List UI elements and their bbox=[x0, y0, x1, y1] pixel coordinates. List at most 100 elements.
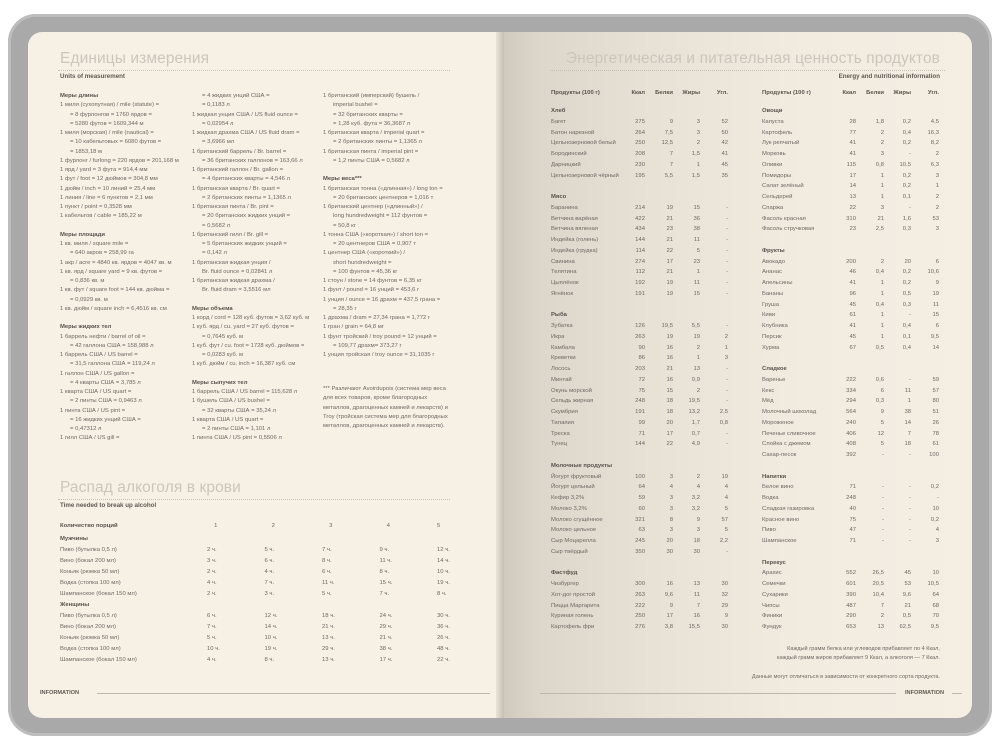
conversion-line: imperial bushel = bbox=[333, 102, 378, 109]
conversion-line: = 8 фурлонгов = 1760 ярдов = bbox=[70, 111, 152, 118]
value-cell: 3 bbox=[935, 172, 939, 179]
value-cell: 52 bbox=[721, 118, 728, 125]
table-row: Варенье 222 0,6 - 59 bbox=[762, 375, 939, 386]
product-name: Камбала bbox=[551, 344, 575, 351]
section-heading: Меры сыпучих тел bbox=[192, 379, 248, 386]
product-name: Персик bbox=[762, 333, 782, 340]
table-row: Бананы 96 1 0,5 19 bbox=[762, 289, 939, 300]
value-cell: 13 bbox=[693, 366, 700, 372]
value-cell: 59 bbox=[932, 376, 939, 383]
value-cell: 12 bbox=[877, 430, 884, 437]
spacer bbox=[60, 222, 179, 231]
hours-cell: 10 ч. bbox=[264, 635, 278, 641]
table-row: Печенье сливочное 406 12 7 78 bbox=[762, 429, 939, 440]
value-cell: 15 bbox=[693, 290, 700, 297]
hours-cell: 19 ч. bbox=[437, 580, 450, 586]
table-row: Сыр Моцарелла 245 20 18 2,2 bbox=[551, 536, 728, 547]
table-row: Клубника 41 1 0,4 6 bbox=[762, 321, 939, 332]
product-name: Шампанское bbox=[762, 538, 797, 544]
spacer bbox=[762, 235, 939, 246]
product-name: Молоко 3,2% bbox=[551, 505, 587, 512]
product-name: Треска bbox=[551, 430, 570, 437]
conversion-line: short hundredweight = bbox=[333, 259, 392, 266]
conversion-line: = 0,47312 л bbox=[70, 426, 102, 432]
value-cell: 6,3 bbox=[930, 161, 939, 168]
group-heading: Овощи bbox=[762, 106, 939, 117]
value-cell: 60 bbox=[638, 505, 645, 512]
product-name: Баранина bbox=[551, 204, 578, 211]
table-row: Вино (бокал 200 мл) 7 ч. 14 ч. 21 ч. 29 ч. 36… bbox=[60, 622, 460, 633]
table-row: Креветки 86 16 1 3 bbox=[551, 353, 728, 364]
value-cell: 4,9 bbox=[691, 441, 700, 448]
value-cell: - bbox=[726, 215, 728, 222]
product-name: Йогурт цельный bbox=[551, 484, 595, 491]
value-cell: 21 bbox=[904, 602, 911, 609]
value-cell: 12,5 bbox=[661, 140, 673, 147]
value-cell: 0,2 bbox=[930, 516, 939, 523]
value-cell: - bbox=[909, 516, 911, 523]
value-cell: 29 bbox=[721, 602, 728, 609]
value-cell: 21 bbox=[666, 269, 673, 276]
product-name: Сельдерей bbox=[762, 194, 793, 200]
hours-cell: 4 ч. bbox=[207, 657, 217, 663]
value-cell: 276 bbox=[635, 624, 645, 630]
value-cell: 42 bbox=[721, 140, 728, 147]
value-cell: 2 bbox=[880, 129, 884, 136]
conversion-line: 1 кабельтов / cable = 185,22 м bbox=[60, 213, 142, 220]
value-cell: 0,3 bbox=[902, 301, 911, 308]
group-heading: Мужчины bbox=[60, 536, 88, 542]
value-cell: 41 bbox=[849, 151, 856, 157]
value-cell: 0,8 bbox=[719, 419, 728, 426]
value-cell: 16 bbox=[666, 581, 673, 587]
value-cell: 263 bbox=[635, 591, 645, 598]
column-header: Белки bbox=[866, 90, 884, 96]
value-cell: 487 bbox=[846, 602, 856, 609]
value-cell: 0,4 bbox=[875, 269, 884, 276]
value-cell: 0,4 bbox=[875, 301, 884, 308]
table-row: Шампанское (бокал 150 мл) 2 ч. 3 ч. 5 ч. 7 ч… bbox=[60, 589, 460, 600]
hours-cell: 6 ч. bbox=[264, 558, 275, 564]
value-cell: 10 bbox=[932, 505, 939, 512]
value-cell: 90 bbox=[638, 344, 645, 351]
value-cell: 7 bbox=[880, 602, 884, 609]
book-spine bbox=[496, 32, 504, 718]
value-cell: 11 bbox=[693, 591, 700, 598]
value-cell: 264 bbox=[635, 129, 645, 136]
product-name: Бананы bbox=[762, 290, 784, 297]
value-cell: 3 bbox=[935, 538, 939, 544]
table-row: Шампанское (бокал 150 мл) 4 ч. 8 ч. 13 ч. 17… bbox=[60, 655, 460, 666]
value-cell: 21 bbox=[666, 237, 673, 243]
hours-cell: 14 ч. bbox=[264, 624, 278, 630]
value-cell: 1 bbox=[880, 183, 884, 190]
value-cell: 200 bbox=[846, 258, 856, 265]
conversion-line: = 2 британских пинты = 1,1365 л bbox=[202, 194, 291, 201]
value-cell: 26,5 bbox=[872, 570, 884, 577]
product-name: Зубатка bbox=[551, 323, 573, 329]
group-heading: Женщины bbox=[60, 602, 90, 608]
table-row: Ветчина варёная 422 21 36 - bbox=[551, 214, 728, 225]
value-cell: 5 bbox=[880, 419, 884, 426]
conversion-line: = 5 британских жидких унций = bbox=[202, 241, 287, 247]
nutrition-table-left: Продукты (100 г) Ккал Белки Жиры Угл. Хлеб Баг… bbox=[551, 88, 728, 633]
value-cell: 294 bbox=[846, 398, 856, 405]
nutrition-table-right: Продукты (100 г) Ккал Белки Жиры Угл. Овощи Ка… bbox=[762, 88, 939, 633]
conversion-line: 1 британская жидкая унция / bbox=[192, 259, 271, 266]
conversion-line: 1 британский (имперский) бушель / bbox=[323, 93, 420, 99]
value-cell: 564 bbox=[846, 409, 856, 415]
value-cell: 10,4 bbox=[872, 591, 884, 598]
hours-cell: 19 ч. bbox=[264, 646, 278, 652]
value-cell: 26 bbox=[932, 419, 939, 426]
conversion-line: 1 миля (сухопутная) / mile (statute) = bbox=[60, 102, 160, 109]
table-header: Продукты (100 г) Ккал Белки Жиры Угл. bbox=[551, 88, 728, 106]
value-cell: 23 bbox=[666, 226, 673, 233]
conversion-line: long hundredweight = 112 фунтов = bbox=[333, 213, 428, 220]
conversion-line: = 0,0929 кв. м bbox=[70, 296, 108, 303]
value-cell: 9 bbox=[669, 118, 673, 125]
conversion-line: 1 британский галлон / Br. gallon = bbox=[192, 167, 284, 173]
hours-cell: 26 ч. bbox=[437, 635, 450, 641]
conversion-line: 1 фут / foot = 12 дюймов = 304,8 мм bbox=[60, 176, 158, 183]
value-cell: 16 bbox=[666, 376, 673, 383]
value-cell: 191 bbox=[635, 409, 645, 415]
value-cell: 321 bbox=[635, 516, 645, 523]
table-row: Водка (стопка 100 мл) 4 ч. 7 ч. 11 ч. 15 ч. 1… bbox=[60, 578, 460, 589]
